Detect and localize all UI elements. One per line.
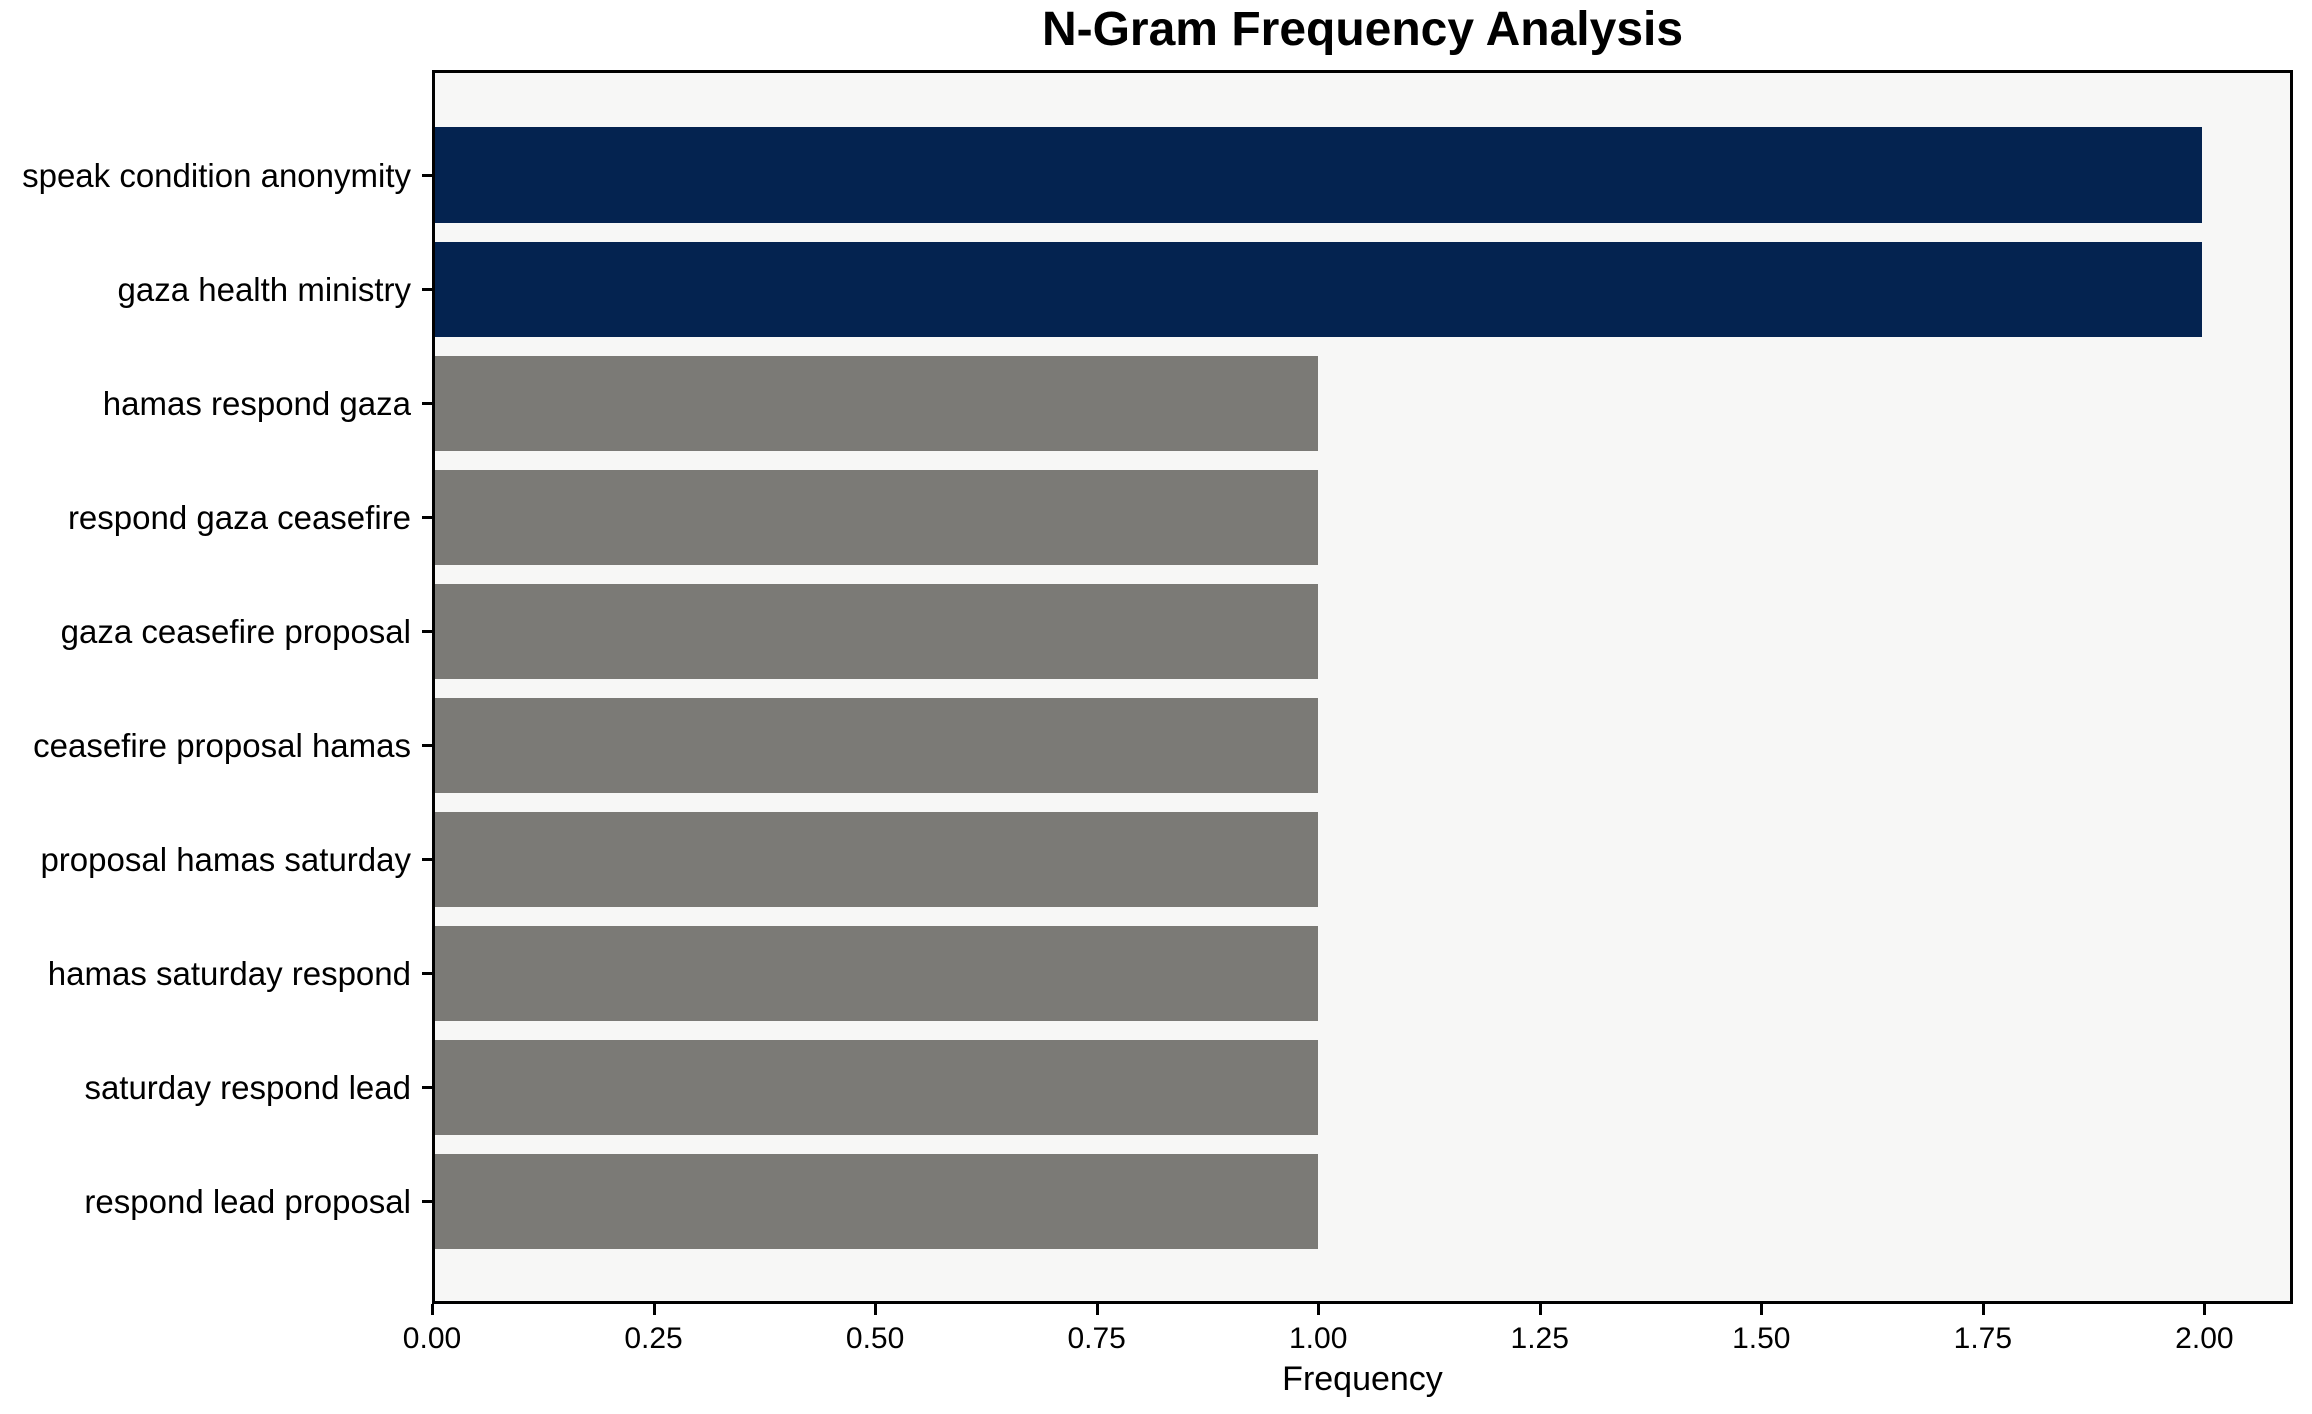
y-tick-mark [422, 401, 432, 405]
frequency-bar [435, 241, 2202, 337]
plot-area [435, 73, 2290, 1301]
x-tick-label: 1.75 [1953, 1322, 2013, 1355]
bar-row [435, 346, 2290, 460]
y-tick-label: saturday respond lead [84, 1069, 411, 1107]
y-tick-label: respond gaza ceasefire [67, 498, 411, 536]
x-tick-mark [1317, 1304, 1321, 1315]
frequency-bar [435, 1154, 1319, 1250]
y-tick-label: hamas respond gaza [102, 384, 411, 422]
y-label-row: gaza health ministry [0, 232, 432, 346]
y-tick-label: hamas saturday respond [47, 955, 411, 993]
y-label-row: speak condition anonymity [0, 118, 432, 232]
x-tick-label: 1.00 [1288, 1322, 1348, 1355]
y-tick-mark [422, 629, 432, 633]
bar-row [435, 232, 2290, 346]
x-axis-ticks: 0.00 0.25 0.50 0.75 1.00 1.25 1.50 1.75 2.00 [403, 1304, 2293, 1374]
bar-row [435, 574, 2290, 688]
y-tick-label: gaza health ministry [117, 270, 411, 308]
x-tick-label: 1.25 [1510, 1322, 1569, 1355]
frequency-bar [435, 583, 1319, 679]
y-tick-label: speak condition anonymity [22, 156, 411, 194]
y-tick-label: proposal hamas saturday [40, 841, 411, 879]
x-tick-mark [652, 1304, 656, 1315]
x-tick-label: 0.25 [624, 1322, 683, 1355]
y-label-row: hamas saturday respond [0, 917, 432, 1031]
frequency-bar [435, 127, 2202, 223]
y-tick-mark [422, 972, 432, 976]
frequency-bar [435, 812, 1319, 908]
x-axis-title: Frequency [1282, 1360, 1443, 1398]
x-tick-label: 0.75 [1067, 1322, 1126, 1355]
y-axis-labels: speak condition anonymity gaza health min… [0, 70, 432, 1304]
frequency-bar [435, 697, 1319, 794]
y-tick-mark [422, 744, 432, 748]
x-tick-label: 1.50 [1732, 1322, 1791, 1355]
x-tick-label: 0.00 [402, 1322, 462, 1355]
bar-row [435, 688, 2290, 802]
x-tick-mark [431, 1304, 434, 1315]
bar-row [435, 917, 2290, 1031]
y-label-row: respond lead proposal [0, 1145, 432, 1259]
chart-title: N-Gram Frequency Analysis [1041, 3, 1684, 56]
frequency-bar [435, 926, 1319, 1022]
y-label-row: gaza ceasefire proposal [0, 574, 432, 688]
y-label-row: hamas respond gaza [0, 346, 432, 460]
frequency-bar [435, 355, 1319, 451]
bar-row [435, 1031, 2290, 1145]
y-label-row: proposal hamas saturday [0, 803, 432, 917]
bar-row [435, 803, 2290, 917]
x-tick-mark [1095, 1304, 1099, 1315]
y-tick-mark [422, 173, 432, 177]
x-tick-mark [1538, 1304, 1542, 1315]
x-tick-mark [2203, 1304, 2207, 1315]
y-label-row: respond gaza ceasefire [0, 460, 432, 574]
y-tick-mark [422, 287, 432, 291]
x-tick-label: 0.50 [845, 1322, 905, 1355]
x-tick-mark [1981, 1304, 1985, 1315]
bar-row [435, 1145, 2290, 1259]
y-tick-label: ceasefire proposal hamas [33, 727, 411, 765]
frequency-bar [435, 469, 1319, 565]
x-tick-mark [1760, 1304, 1764, 1315]
y-tick-mark [422, 1200, 432, 1204]
x-tick-label: 2.00 [2175, 1322, 2234, 1355]
y-tick-mark [422, 858, 432, 862]
bar-row [435, 118, 2290, 232]
x-tick-mark [874, 1304, 878, 1315]
frequency-bar [435, 1040, 1319, 1136]
y-tick-label: respond lead proposal [84, 1183, 411, 1221]
y-label-row: ceasefire proposal hamas [0, 688, 432, 802]
y-tick-label: gaza ceasefire proposal [60, 612, 411, 650]
bar-row [435, 460, 2290, 574]
axes [432, 70, 2293, 1304]
y-tick-mark [422, 515, 432, 519]
y-label-row: saturday respond lead [0, 1031, 432, 1145]
y-tick-mark [422, 1086, 432, 1090]
